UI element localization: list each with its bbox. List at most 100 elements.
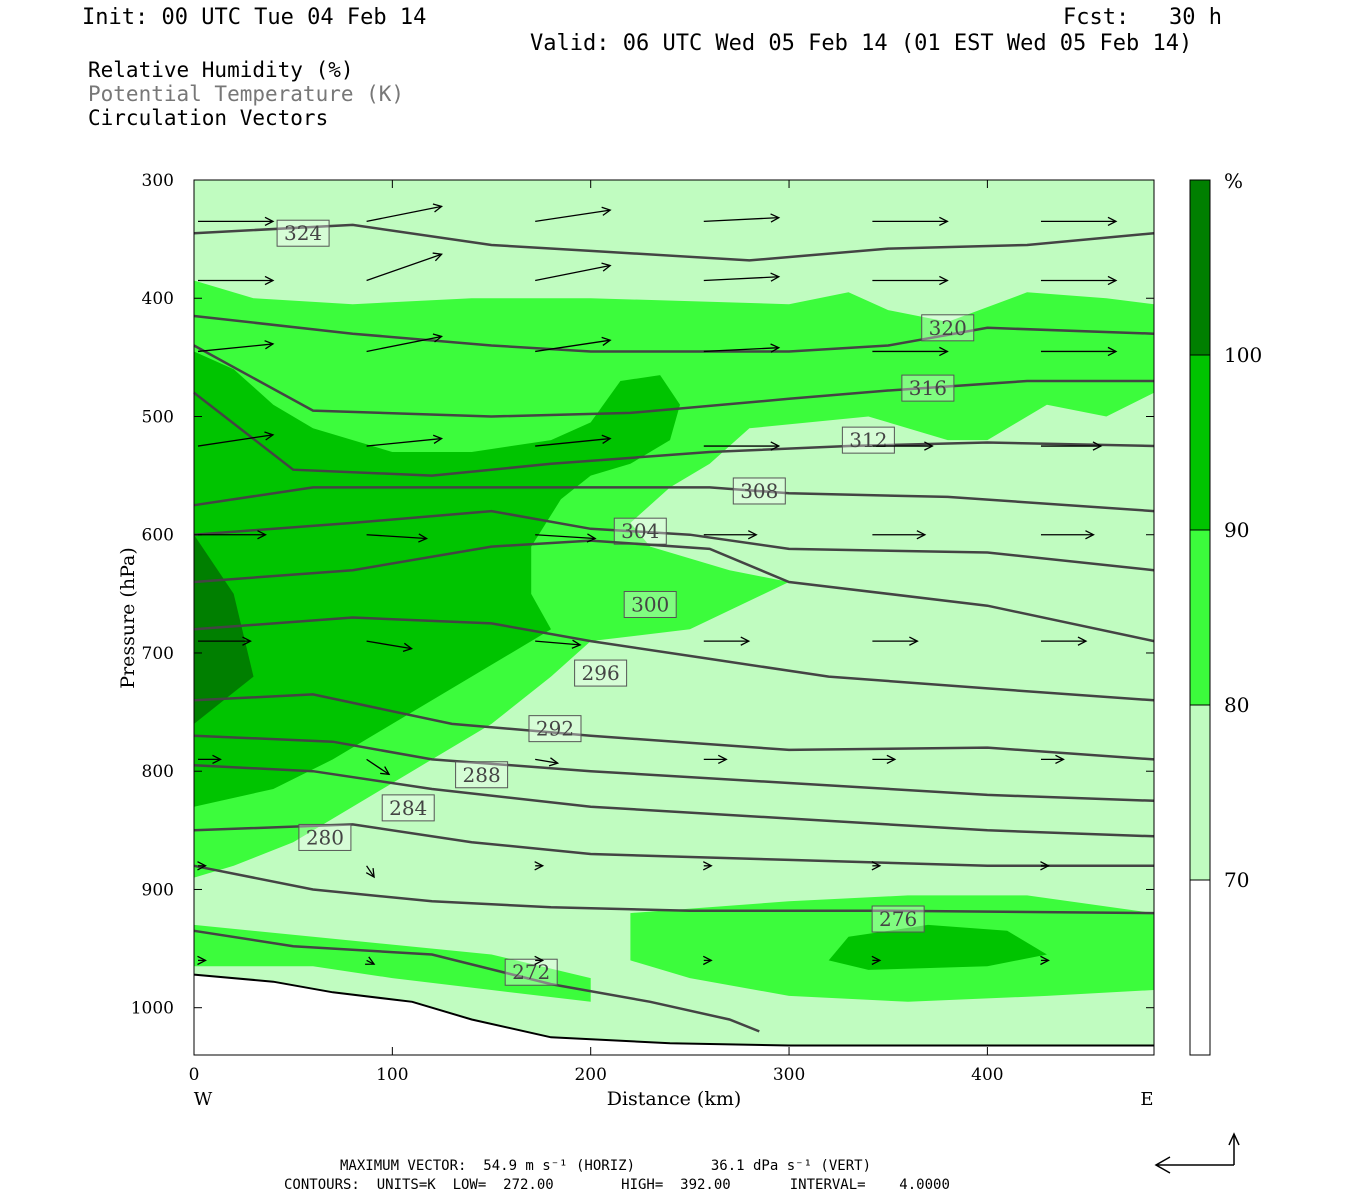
theta-contour-276 xyxy=(193,864,1155,915)
circulation-vector xyxy=(703,343,781,353)
colorbar-band xyxy=(1190,180,1210,355)
theta-label-292: 292 xyxy=(536,717,574,741)
theta-label-296: 296 xyxy=(582,661,620,685)
circulation-vector xyxy=(535,639,582,649)
circulation-vector xyxy=(872,441,934,451)
circulation-vector xyxy=(534,861,545,871)
circulation-vector xyxy=(872,346,949,357)
y-tick-label: 700 xyxy=(142,644,174,664)
circulation-vector xyxy=(703,272,781,282)
east-label: E xyxy=(1140,1089,1153,1110)
circulation-vector xyxy=(703,213,781,223)
x-axis-title: Distance (km) xyxy=(607,1088,742,1110)
circulation-vector xyxy=(703,530,758,540)
theta-label-box-324 xyxy=(276,219,330,247)
circulation-vector-layer xyxy=(197,203,1118,966)
colorbar-band xyxy=(1190,705,1210,880)
theta-label-box-308 xyxy=(732,477,786,505)
theta-label-box-304 xyxy=(613,517,667,545)
circulation-vector xyxy=(871,955,882,966)
circulation-vector xyxy=(1040,275,1118,286)
circulation-vector xyxy=(197,431,275,447)
theta-label-box-312 xyxy=(841,426,895,454)
circulation-vector xyxy=(197,340,275,353)
theta-label-box-288 xyxy=(455,761,509,789)
x-tick-label: 300 xyxy=(773,1065,805,1085)
circulation-vector xyxy=(366,252,443,282)
circulation-vector xyxy=(535,533,597,543)
circulation-vector xyxy=(535,336,612,353)
circulation-vector xyxy=(702,955,713,966)
circulation-vector xyxy=(1040,754,1065,765)
contour-info-text: CONTOURS: UNITS=K LOW= 272.00 HIGH= 392.… xyxy=(284,1177,950,1193)
theta-contour-296 xyxy=(193,616,1155,702)
rh-region-90-4 xyxy=(194,351,680,807)
theta-contour-308 xyxy=(193,486,1155,513)
circulation-vector xyxy=(1040,441,1103,451)
theta-label-312: 312 xyxy=(849,428,887,452)
theta-label-box-292 xyxy=(528,715,582,743)
theta-label-284: 284 xyxy=(389,796,427,820)
circulation-vector xyxy=(872,754,897,765)
circulation-vector xyxy=(703,441,781,451)
colorbar-unit: % xyxy=(1224,169,1243,193)
field-rh-label: Relative Humidity (%) xyxy=(88,58,354,82)
theta-contour-layer: 324 320 316 312 308 304 300 296 292 288 284 280 276 2… xyxy=(193,219,1155,1033)
theta-label-box-316 xyxy=(901,374,955,402)
circulation-vector xyxy=(872,636,919,646)
theta-contour-316 xyxy=(193,344,1154,418)
circulation-vector xyxy=(872,216,949,227)
y-tick-label: 600 xyxy=(142,526,174,546)
y-tick-label: 900 xyxy=(142,880,174,900)
circulation-vector xyxy=(872,275,949,286)
forecast-hour: Fcst: 30 h xyxy=(1063,5,1222,30)
theta-contour-300 xyxy=(193,539,1155,643)
y-tick-label: 400 xyxy=(142,289,174,309)
theta-label-308: 308 xyxy=(740,479,778,503)
circulation-vector xyxy=(197,955,207,966)
theta-label-304: 304 xyxy=(621,519,659,543)
theta-label-288: 288 xyxy=(463,763,501,787)
theta-label-300: 300 xyxy=(631,592,669,616)
theta-label-316: 316 xyxy=(909,376,947,400)
circulation-vector xyxy=(872,530,927,540)
circulation-vector xyxy=(1040,216,1118,227)
circulation-vector xyxy=(198,530,267,540)
theta-contour-320 xyxy=(193,314,1155,353)
west-label: W xyxy=(194,1089,213,1110)
circulation-vector xyxy=(703,754,728,765)
circulation-vector xyxy=(366,434,444,447)
rh-region-80-3 xyxy=(194,924,591,1002)
colorbar-band xyxy=(1190,355,1210,530)
colorbar-band xyxy=(1190,530,1210,705)
circulation-vector xyxy=(198,754,222,765)
colorbar-band xyxy=(1190,880,1210,1055)
circulation-vector xyxy=(365,865,375,879)
circulation-vector xyxy=(871,861,882,871)
theta-label-box-276 xyxy=(871,905,925,933)
circulation-vector xyxy=(1040,530,1095,540)
colorbar-label: 90 xyxy=(1224,518,1249,542)
theta-label-276: 276 xyxy=(879,907,917,931)
valid-time: Valid: 06 UTC Wed 05 Feb 14 (01 EST Wed … xyxy=(530,31,1193,56)
y-tick-label: 800 xyxy=(142,762,174,782)
circulation-vector xyxy=(366,758,391,776)
y-axis-title: Pressure (hPa) xyxy=(117,547,139,689)
theta-contour-304 xyxy=(193,509,1155,572)
circulation-vector xyxy=(535,206,612,223)
colorbar-frame xyxy=(1189,179,1211,1056)
below-ground-mask xyxy=(194,974,1154,1055)
theta-label-272: 272 xyxy=(512,960,550,984)
circulation-vector xyxy=(366,533,429,543)
circulation-vector xyxy=(703,636,751,646)
reference-vector-icon xyxy=(1154,1132,1240,1174)
theta-contour-284 xyxy=(193,764,1155,838)
theta-label-box-272 xyxy=(504,958,558,986)
max-vector-text: MAXIMUM VECTOR: 54.9 m s⁻¹ (HORIZ) 36.1 … xyxy=(340,1158,872,1174)
circulation-vector xyxy=(365,956,376,965)
circulation-vector xyxy=(535,757,560,767)
field-theta-label: Potential Temperature (K) xyxy=(88,82,405,106)
circulation-vector xyxy=(366,333,443,353)
theta-contour-272 xyxy=(193,929,760,1033)
circulation-vector xyxy=(702,861,713,871)
